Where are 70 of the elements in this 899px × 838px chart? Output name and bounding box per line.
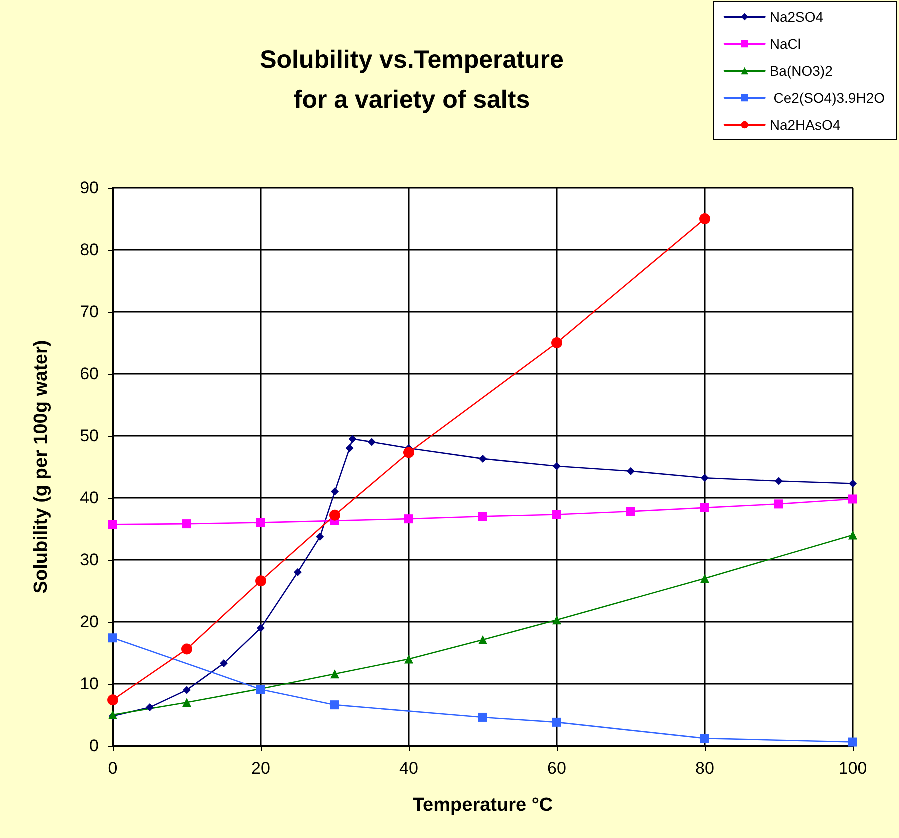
point — [182, 698, 192, 708]
y-tick-label: 70 — [80, 302, 99, 322]
x-tick-label: 60 — [548, 759, 566, 778]
legend-label: Ba(NO3)2 — [770, 63, 834, 79]
point — [182, 644, 192, 655]
point — [348, 435, 357, 444]
y-tick-label: 30 — [80, 550, 99, 570]
point — [701, 474, 709, 482]
point — [848, 530, 858, 540]
point — [478, 635, 488, 644]
legend-label: NaCl — [770, 36, 801, 52]
legend-label: Na2SO4 — [770, 9, 824, 25]
point — [479, 454, 487, 463]
x-tick-label: 20 — [252, 759, 270, 778]
x-tick-label: 100 — [838, 759, 868, 778]
y-tick-label: 0 — [90, 736, 99, 756]
point — [700, 734, 710, 744]
point — [626, 507, 636, 516]
point — [220, 660, 228, 668]
point — [848, 738, 858, 747]
point — [552, 616, 562, 625]
point — [849, 480, 857, 488]
point — [552, 718, 562, 727]
point — [404, 654, 414, 664]
point — [552, 338, 562, 348]
point — [256, 576, 266, 587]
x-axis-title: Temperature °C — [412, 795, 554, 816]
y-tick-label: 80 — [80, 240, 99, 260]
point — [346, 444, 354, 452]
point — [108, 634, 118, 643]
point — [552, 510, 562, 520]
point — [700, 503, 710, 512]
point — [404, 514, 414, 524]
point — [700, 574, 710, 584]
legend-label: Na2HAsO4 — [770, 117, 841, 133]
x-tick-label: 0 — [108, 759, 118, 778]
x-tick-label: 80 — [696, 759, 714, 778]
point — [330, 510, 340, 521]
point — [368, 438, 376, 446]
point — [182, 520, 192, 529]
point — [256, 518, 266, 528]
point — [330, 670, 340, 679]
y-axis-title: Solubility (g per 100g water) — [31, 340, 52, 594]
point — [478, 512, 488, 522]
point — [108, 694, 118, 706]
point — [404, 447, 414, 458]
y-tick-label: 50 — [80, 426, 99, 446]
point — [331, 488, 339, 496]
y-tick-label: 90 — [80, 178, 99, 198]
point — [848, 494, 858, 504]
point — [108, 520, 118, 530]
chart-title: Solubility vs.Temperature for a variety of salts — [260, 46, 564, 114]
point — [257, 624, 265, 632]
point — [774, 500, 784, 509]
point — [294, 568, 302, 576]
point — [553, 462, 561, 470]
point — [478, 712, 488, 722]
y-tick-label: 10 — [80, 674, 99, 694]
point — [316, 533, 324, 542]
point — [183, 686, 191, 694]
point — [775, 477, 783, 486]
x-tick-label: 40 — [400, 759, 418, 778]
legend-label: Ce2(SO4)3.9H2O — [770, 90, 886, 106]
point — [700, 214, 710, 224]
y-tick-label: 40 — [80, 488, 99, 508]
point — [330, 700, 340, 710]
point — [146, 704, 154, 712]
point — [627, 467, 635, 476]
y-tick-label: 60 — [80, 364, 99, 384]
y-tick-label: 20 — [80, 612, 99, 632]
